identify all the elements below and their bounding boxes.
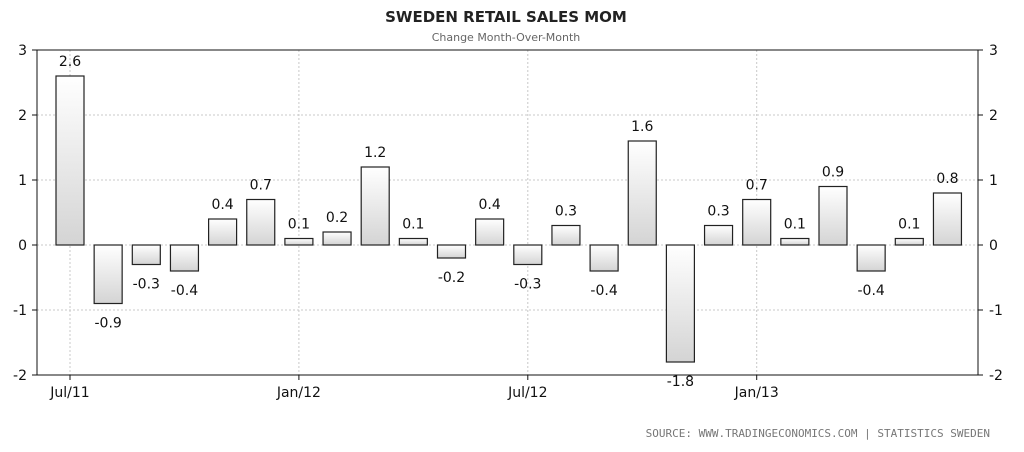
- bar: [513, 244, 543, 266]
- bar: [627, 140, 657, 246]
- data-label: -0.2: [438, 270, 465, 286]
- bar: [398, 237, 428, 246]
- data-label: 1.2: [364, 145, 386, 161]
- data-label: 0.1: [288, 217, 310, 233]
- bar: [475, 218, 505, 246]
- bar: [932, 192, 963, 246]
- y-tick-label-left: 0: [18, 238, 27, 254]
- y-tick-label-right: 2: [989, 108, 998, 124]
- bar: [551, 224, 581, 246]
- data-label: 0.7: [250, 178, 272, 194]
- bar: [93, 244, 123, 305]
- data-label: 0.3: [707, 204, 729, 220]
- bar: [322, 231, 352, 246]
- data-label: 0.8: [936, 171, 958, 187]
- data-label: 0.4: [479, 197, 501, 213]
- data-label: -0.9: [94, 316, 121, 332]
- data-label: 0.4: [211, 197, 233, 213]
- bar-series: [55, 75, 963, 363]
- data-label: 0.3: [555, 204, 577, 220]
- bar: [589, 244, 619, 272]
- data-label: 0.1: [898, 217, 920, 233]
- x-tick-label: Jul/12: [507, 385, 547, 401]
- y-tick-label-left: -1: [13, 303, 27, 319]
- data-labels: 2.6 -0.9 -0.3 -0.4 0.4 0.7 0.1 0.2 1.2 0.1 -0.2 0.4…: [59, 54, 959, 390]
- y-tick-label-left: 1: [18, 173, 27, 189]
- data-label: 0.1: [402, 217, 424, 233]
- data-label: -0.4: [857, 283, 884, 299]
- data-label: -0.3: [133, 277, 160, 293]
- bar: [742, 198, 772, 246]
- y-tick-label-right: 0: [989, 238, 998, 254]
- axes: -2 -2 -1 -1 0 0 1 1 2 2 3 3 Jul/11 Jan/12 Jul/12 Jan/13: [13, 43, 1003, 401]
- plot-frame: [36, 49, 979, 376]
- bar: [703, 224, 734, 246]
- x-tick-label: Jan/13: [734, 385, 779, 401]
- bar: [284, 237, 314, 246]
- y-tick-label-right: 1: [989, 173, 998, 189]
- bar: [818, 185, 848, 246]
- bar: [665, 244, 696, 363]
- y-tick-label-right: -1: [989, 303, 1003, 319]
- data-label: 2.6: [59, 54, 81, 70]
- bar: [436, 244, 467, 259]
- chart-subtitle: Change Month-Over-Month: [432, 31, 581, 44]
- y-tick-label-left: -2: [13, 368, 27, 384]
- data-label: -0.4: [171, 283, 198, 299]
- y-tick-label-right: -2: [989, 368, 1003, 384]
- data-label: 0.1: [784, 217, 806, 233]
- data-label: -1.8: [667, 374, 694, 390]
- source-note: SOURCE: WWW.TRADINGECONOMICS.COM | STATI…: [646, 427, 990, 440]
- bar: [246, 198, 276, 246]
- data-label: -0.3: [514, 277, 541, 293]
- bar: [360, 166, 390, 246]
- y-tick-label-left: 2: [18, 108, 27, 124]
- bar: [55, 75, 85, 246]
- x-tick-label: Jul/11: [49, 385, 89, 401]
- chart-title: SWEDEN RETAIL SALES MOM: [385, 8, 627, 26]
- y-tick-label-right: 3: [989, 43, 998, 59]
- x-tick-label: Jan/12: [276, 385, 321, 401]
- data-label: 0.2: [326, 210, 348, 226]
- data-label: -0.4: [590, 283, 617, 299]
- bar: [131, 244, 161, 266]
- bar: [169, 244, 200, 272]
- data-label: 1.6: [631, 119, 653, 135]
- data-label: 0.9: [822, 165, 844, 181]
- bar: [856, 244, 886, 272]
- data-label: 0.7: [746, 178, 768, 194]
- bar: [208, 218, 238, 246]
- bar: [894, 237, 924, 246]
- y-tick-label-left: 3: [18, 43, 27, 59]
- bar: [780, 237, 810, 246]
